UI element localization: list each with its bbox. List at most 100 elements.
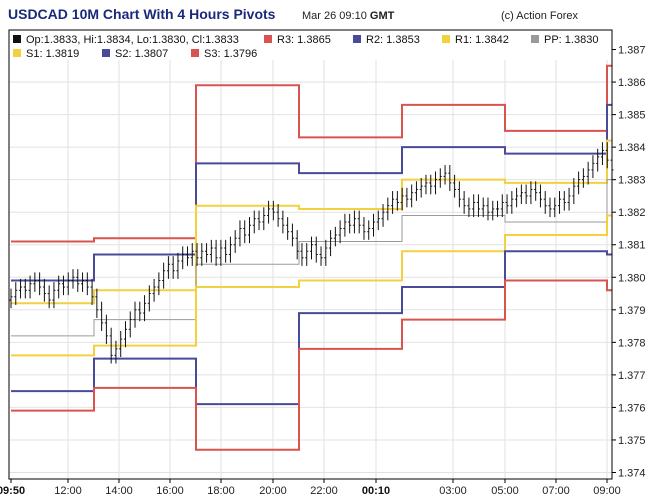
price-bar [147, 285, 151, 312]
price-bar [505, 194, 509, 214]
price-bar [205, 243, 209, 263]
price-bar [443, 165, 447, 185]
price-bar [42, 278, 46, 302]
price-bar [543, 191, 547, 214]
y-tick-label: 1.384 [618, 142, 646, 154]
price-bar [100, 301, 104, 331]
price-bar [481, 197, 485, 218]
price-bar [410, 184, 414, 208]
price-bar [434, 171, 438, 195]
price-bar [38, 272, 42, 296]
price-bar [605, 142, 609, 169]
price-bar [591, 155, 595, 179]
x-tick-label: 05:00 [491, 485, 519, 497]
y-tick-label: 1.379 [618, 305, 646, 317]
price-bar [510, 191, 514, 214]
y-tick-label: 1.376 [618, 402, 646, 414]
price-bar [286, 217, 290, 240]
y-tick-label: 1.387 [618, 45, 646, 57]
price-bar [414, 181, 418, 201]
price-bar [400, 187, 404, 211]
price-bar [391, 191, 395, 214]
price-bar [448, 165, 452, 192]
price-bar [243, 220, 247, 244]
x-tick-label: 22:00 [310, 485, 338, 497]
pivot-line-r1 [11, 139, 612, 305]
price-bar [252, 210, 256, 234]
price-bar [28, 275, 32, 299]
legend-swatch-s2 [102, 49, 110, 57]
price-bar [524, 184, 528, 205]
price-bar [577, 171, 581, 195]
legend-s1: S1: 1.3819 [26, 48, 79, 60]
price-bar [395, 191, 399, 211]
y-axis: 1.374 1.375 1.376 1.377 1.378 1.379 1.380 1.381… [612, 45, 646, 479]
price-bar [195, 243, 199, 266]
price-bar [515, 187, 519, 208]
y-tick-label: 1.386 [618, 77, 646, 89]
price-bar [305, 243, 309, 266]
price-bar [476, 194, 480, 218]
price-bar [405, 187, 409, 208]
price-bar [558, 191, 562, 214]
price-bar [376, 210, 380, 231]
legend-swatch-r2 [353, 35, 361, 43]
price-bar [372, 213, 376, 237]
price-bar [352, 210, 356, 234]
price-bar [190, 243, 194, 266]
price-bar [386, 197, 390, 221]
price-bar [600, 142, 604, 166]
legend-r2: R2: 1.3853 [366, 34, 420, 46]
x-tick-label: 12:00 [54, 485, 82, 497]
price-bar [310, 236, 313, 260]
price-bar [472, 194, 476, 218]
legend-ohlc: Op:1.3833, Hi:1.3834, Lo:1.3830, Cl:1.38… [26, 34, 239, 46]
price-bar [176, 252, 180, 279]
price-bar [238, 220, 242, 247]
price-bar [424, 174, 428, 195]
price-bar [271, 200, 275, 221]
pivot-line-pp [11, 179, 612, 337]
price-bar [162, 262, 166, 289]
price-bar [19, 278, 23, 299]
price-bar [262, 207, 266, 231]
legend-swatch-pp [531, 35, 539, 43]
y-tick-label: 1.375 [618, 435, 646, 447]
price-bar [491, 200, 495, 221]
price-bar [209, 239, 213, 263]
price-bar [109, 327, 113, 364]
legend-swatch-s3 [191, 49, 199, 57]
price-bar [52, 282, 56, 309]
price-bar [276, 204, 280, 227]
y-tick-label: 1.383 [618, 175, 646, 187]
price-bar [185, 246, 189, 266]
price-bar [14, 282, 18, 305]
price-bar [166, 256, 170, 279]
price-bar [329, 230, 333, 257]
x-tick-label: 09:00 [593, 485, 621, 497]
price-bar [33, 272, 37, 292]
price-bar [486, 197, 490, 221]
price-bar [233, 230, 237, 253]
price-bar [290, 223, 294, 247]
chart-title: USDCAD 10M Chart With 4 Hours Pivots [8, 6, 276, 22]
price-bar [214, 239, 218, 266]
price-bar [438, 168, 442, 188]
price-bar [581, 168, 585, 188]
price-bar [71, 269, 75, 289]
price-bar [143, 295, 147, 322]
price-bar [429, 174, 433, 195]
price-bar [267, 200, 271, 224]
price-bar [529, 181, 533, 205]
legend-swatch-ohlc [13, 35, 21, 43]
price-bar [171, 256, 175, 279]
chart-grid [9, 30, 612, 479]
price-bar [457, 181, 461, 208]
legend-swatch-r1 [442, 35, 450, 43]
price-bar [81, 272, 85, 292]
price-bar [61, 275, 65, 296]
pivot-line-r2 [11, 103, 612, 282]
price-bar [224, 239, 228, 263]
legend-s2: S2: 1.3807 [115, 48, 168, 60]
price-bar [586, 161, 590, 185]
